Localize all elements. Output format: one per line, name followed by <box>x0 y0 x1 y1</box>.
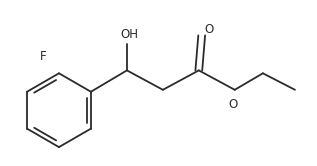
Text: F: F <box>40 50 47 63</box>
Text: OH: OH <box>120 28 138 41</box>
Text: O: O <box>228 98 237 111</box>
Text: O: O <box>204 23 213 36</box>
